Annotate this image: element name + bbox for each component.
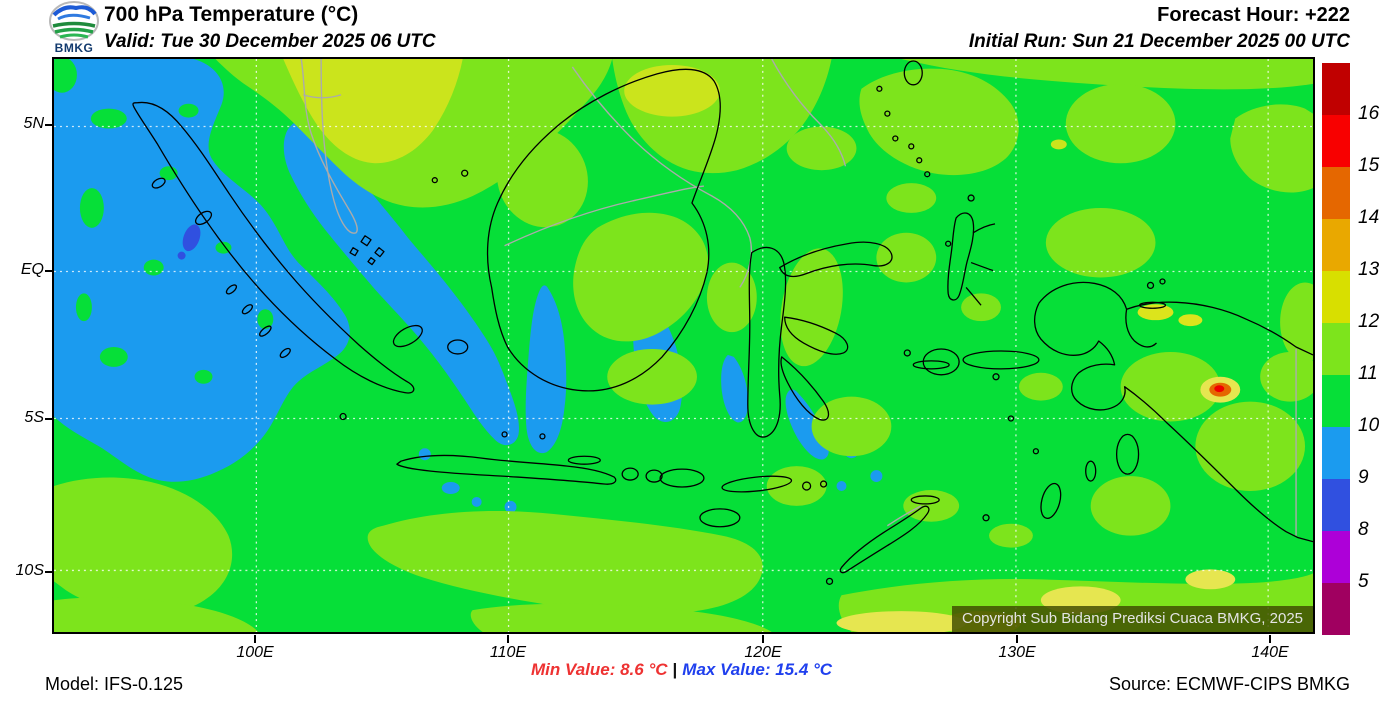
colorbar-label-13: 13 <box>1358 259 1380 280</box>
x-axis-label-120e: 120E <box>744 644 782 661</box>
colorbar-label-11: 11 <box>1358 363 1378 384</box>
colorbar-segment <box>1322 115 1350 167</box>
x-axis-tick <box>1269 635 1271 643</box>
valid-time-label: Valid: Tue 30 December 2025 06 UTC <box>104 31 436 52</box>
y-axis-tick <box>45 571 52 573</box>
colorbar-segment <box>1322 479 1350 531</box>
colorbar-label-16: 16 <box>1358 103 1380 124</box>
source-label: Source: ECMWF-CIPS BMKG <box>1108 674 1350 694</box>
x-axis-label-110e: 110E <box>489 644 527 661</box>
x-axis-label-130e: 130E <box>998 644 1036 661</box>
colorbar <box>1322 63 1350 635</box>
x-axis-tick <box>1016 635 1018 643</box>
y-axis-tick <box>45 124 52 126</box>
y-axis-label-5n: 5N <box>23 115 44 132</box>
colorbar-label-8: 8 <box>1358 519 1369 540</box>
graticule-gridlines <box>54 59 1313 632</box>
min-max-values: Min Value: 8.6 °C | Max Value: 15.4 °C <box>531 660 832 680</box>
colorbar-label-5: 5 <box>1358 571 1369 592</box>
min-value-label: Min Value: 8.6 °C <box>531 660 668 679</box>
max-value-label: Max Value: 15.4 °C <box>682 660 833 679</box>
y-axis-label-10s: 10S <box>15 562 44 579</box>
copyright-overlay: Copyright Sub Bidang Prediksi Cuaca BMKG… <box>951 606 1313 632</box>
colorbar-label-12: 12 <box>1358 311 1380 332</box>
colorbar-label-9: 9 <box>1358 467 1369 488</box>
bmkg-logo-text: BMKG <box>54 41 94 55</box>
colorbar-segment <box>1322 271 1350 323</box>
x-axis-tick <box>254 635 256 643</box>
foreign-borders <box>300 59 1297 536</box>
forecast-hour-label: Forecast Hour: +222 <box>1157 4 1350 26</box>
bmkg-logo-icon <box>49 1 99 41</box>
colorbar-label-14: 14 <box>1358 207 1380 228</box>
x-axis-label-100e: 100E <box>236 644 274 661</box>
colorbar-segment <box>1322 375 1350 427</box>
colorbar-segment <box>1322 427 1350 479</box>
temperature-contour-map <box>54 59 1313 632</box>
colorbar-label-15: 15 <box>1358 155 1380 176</box>
x-axis-label-140e: 140E <box>1251 644 1289 661</box>
bmkg-logo: BMKG <box>46 1 102 56</box>
colorbar-segment <box>1322 583 1350 635</box>
x-axis-tick <box>507 635 509 643</box>
min-max-separator: | <box>672 660 678 679</box>
colorbar-segment <box>1322 63 1350 115</box>
colorbar-label-10: 10 <box>1358 415 1380 436</box>
y-axis-label-eq: EQ <box>20 261 44 278</box>
colorbar-segment <box>1322 219 1350 271</box>
colorbar-segment <box>1322 323 1350 375</box>
hot-spot-max-temperature <box>1200 376 1241 403</box>
page-title: 700 hPa Temperature (°C) <box>104 3 359 26</box>
initial-run-label: Initial Run: Sun 21 December 2025 00 UTC <box>968 31 1350 52</box>
x-axis-tick <box>762 635 764 643</box>
colorbar-segment <box>1322 167 1350 219</box>
indonesia-coastlines <box>132 60 1313 585</box>
y-axis-tick <box>45 418 52 420</box>
model-label: Model: IFS-0.125 <box>45 674 184 694</box>
y-axis-label-5s: 5S <box>24 409 44 426</box>
map-canvas: Copyright Sub Bidang Prediksi Cuaca BMKG… <box>52 57 1315 634</box>
y-axis-tick <box>45 270 52 272</box>
colorbar-segment <box>1322 531 1350 583</box>
